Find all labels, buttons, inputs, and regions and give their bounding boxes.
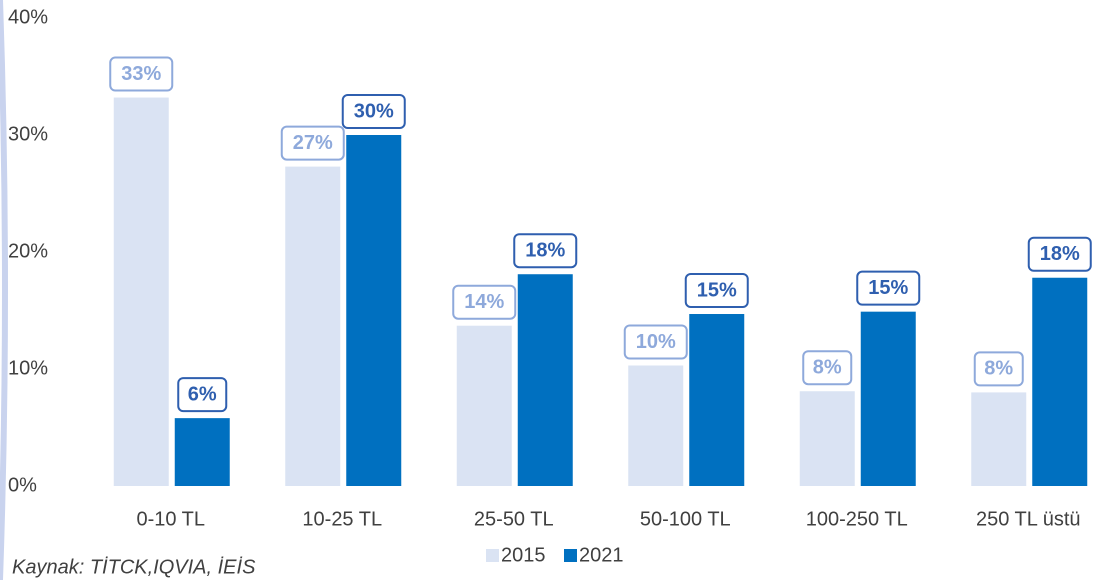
x-tick-label: 0-10 TL: [136, 508, 205, 530]
bar: [113, 97, 169, 486]
x-tick-label: 250 TL üstü: [976, 508, 1081, 530]
legend-swatch: [564, 549, 577, 562]
data-label: 6%: [188, 383, 217, 405]
data-label: 14%: [464, 291, 504, 313]
x-tick-label: 25-50 TL: [474, 508, 554, 530]
source-note: Kaynak: TİTCK,IQVIA, İEİS: [12, 556, 256, 578]
data-label: 8%: [984, 358, 1013, 380]
data-label-box: [280, 125, 345, 161]
y-tick-label: 0%: [8, 474, 37, 496]
data-label: 18%: [1040, 243, 1080, 265]
bar: [799, 391, 855, 486]
data-label: 33%: [121, 63, 161, 85]
data-label-box: [452, 284, 517, 320]
x-tick-label: 10-25 TL: [302, 508, 382, 530]
data-label: 18%: [525, 240, 565, 262]
bar: [860, 311, 916, 486]
bar: [456, 325, 512, 486]
data-label-box: [684, 273, 749, 309]
edge-decoration: [0, 0, 8, 580]
legend-label: 2015: [501, 544, 546, 566]
y-tick-label: 20%: [8, 240, 48, 262]
y-tick-label: 30%: [8, 123, 48, 145]
data-label-box: [513, 233, 578, 269]
data-label-box: [1027, 236, 1092, 272]
x-tick-label: 100-250 TL: [806, 508, 908, 530]
data-label: 15%: [868, 277, 908, 299]
data-label: 10%: [636, 331, 676, 353]
data-label-box: [109, 56, 174, 92]
bar: [628, 365, 684, 486]
data-label-box: [177, 377, 228, 413]
data-label: 27%: [293, 132, 333, 154]
bar: [174, 418, 230, 486]
bar: [689, 314, 745, 486]
bar: [1032, 277, 1088, 486]
data-label-box: [341, 94, 406, 129]
bar: [517, 274, 573, 486]
data-label-box: [802, 350, 853, 386]
bar: [971, 392, 1027, 486]
x-tick-label: 50-100 TL: [640, 508, 731, 530]
data-label: 15%: [697, 279, 737, 301]
data-label-box: [856, 270, 921, 306]
bar: [346, 135, 402, 486]
y-tick-label: 40%: [8, 6, 48, 28]
data-label: 30%: [354, 100, 394, 122]
data-label: 8%: [813, 357, 842, 379]
y-tick-label: 10%: [8, 357, 48, 379]
data-label-box: [973, 351, 1024, 387]
legend-label: 2021: [579, 544, 624, 566]
bar: [285, 166, 341, 486]
data-label-box: [623, 324, 688, 360]
legend-swatch: [486, 549, 499, 562]
